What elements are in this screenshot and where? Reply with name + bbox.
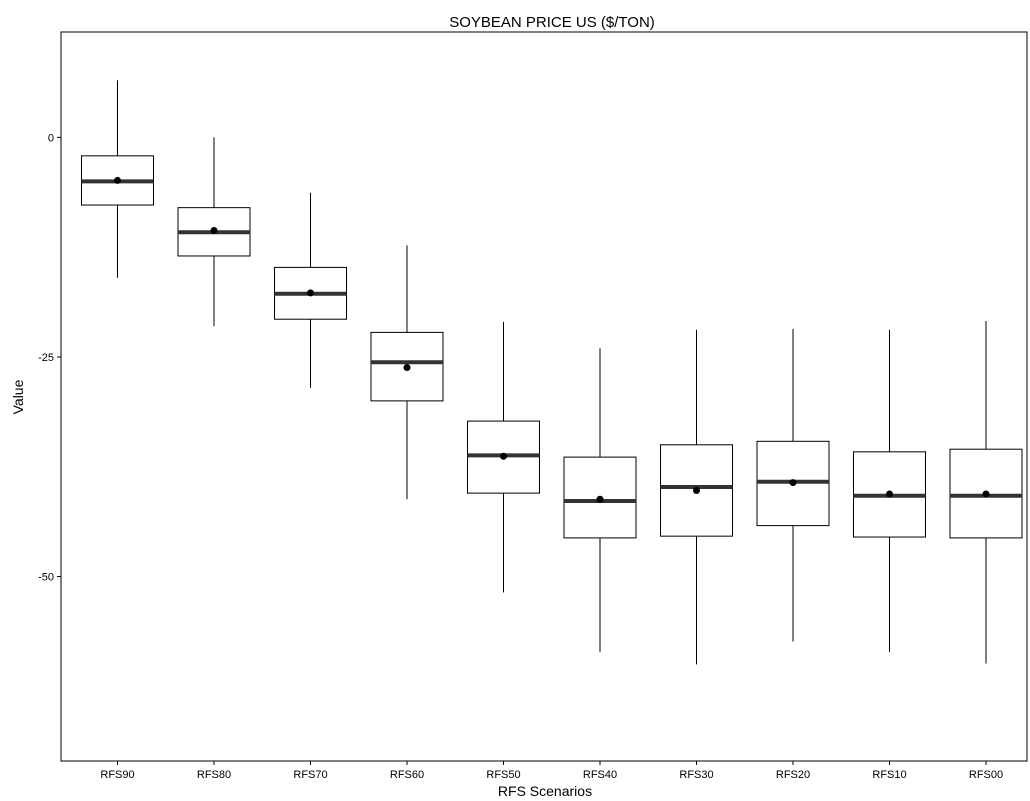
mean-point <box>500 452 507 460</box>
mean-point <box>210 226 218 234</box>
y-axis-ticks: 0 -25 -50 <box>38 132 61 584</box>
x-tick-label: RFS10 <box>872 769 906 781</box>
x-tick-label: RFS60 <box>390 769 424 781</box>
mean-point <box>693 486 700 494</box>
plot-frame <box>60 31 1028 762</box>
mean-point <box>982 490 990 498</box>
x-tick-label: RFS50 <box>486 769 520 781</box>
mean-point <box>307 289 314 297</box>
y-tick-label: 0 <box>48 132 54 144</box>
x-tick-label: RFS30 <box>679 769 713 781</box>
mean-point <box>596 495 604 503</box>
x-tick-label: RFS00 <box>969 769 1003 781</box>
x-tick-label: RFS70 <box>293 769 327 781</box>
x-tick-label: RFS80 <box>197 769 231 781</box>
y-axis-label: Value <box>10 379 26 414</box>
mean-point <box>886 490 893 498</box>
x-axis-label: RFS Scenarios <box>498 783 592 799</box>
mean-point <box>403 364 411 372</box>
x-tick-label: RFS40 <box>583 769 617 781</box>
y-tick-label: -25 <box>38 352 54 364</box>
boxes-group <box>81 80 1023 665</box>
y-tick-label: -50 <box>38 572 54 584</box>
x-axis-tick-labels: RFS90 RFS80 RFS70 RFS60 RFS50 RFS40 RFS30 RFS20… <box>100 761 1003 781</box>
chart-title: SOYBEAN PRICE US ($/TON) <box>449 14 655 31</box>
x-tick-label: RFS90 <box>100 769 134 781</box>
x-tick-label: RFS20 <box>776 769 810 781</box>
mean-point <box>114 176 121 184</box>
mean-point <box>789 479 797 487</box>
